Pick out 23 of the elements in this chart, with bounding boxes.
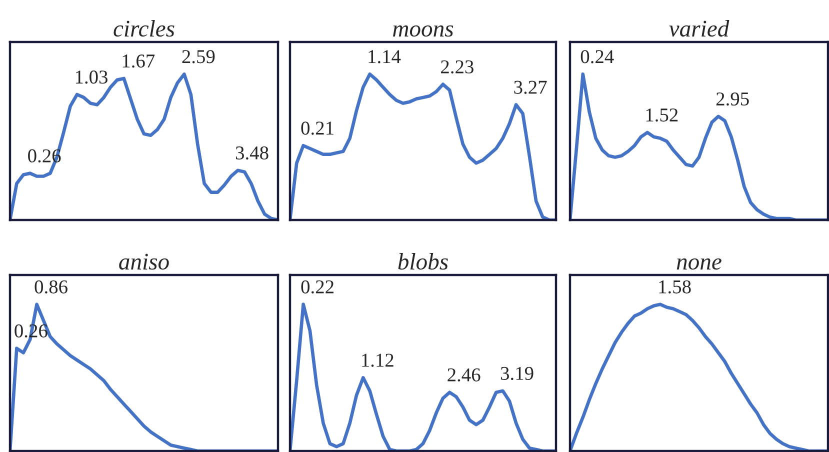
annotation: 3.27 [514,80,547,94]
text: 1.14 [368,50,401,64]
chart-title: blobs [398,253,448,270]
text: 0.22 [301,280,334,294]
annotation: 1.12 [362,354,394,367]
text: 1.58 [659,280,691,294]
text: 2.59 [182,50,215,64]
annotation: 1.52 [646,108,678,122]
chart-title: moons [393,25,454,37]
text: 0.86 [34,280,68,294]
chart-title: circles [114,20,174,37]
text: 1.67 [122,54,155,68]
chart-title: varied [669,20,730,37]
annotation: 1.03 [76,70,108,84]
annotation: 3.48 [236,146,268,160]
annotation: 2.95 [716,92,749,106]
annotation: 2.46 [448,368,480,382]
chart-title: none [676,258,722,270]
annotation: 3.19 [500,366,534,380]
chart-title: aniso [119,254,169,270]
text: 0.24 [580,50,614,64]
text: 2.23 [441,60,474,74]
annotation: 0.21 [301,122,334,135]
